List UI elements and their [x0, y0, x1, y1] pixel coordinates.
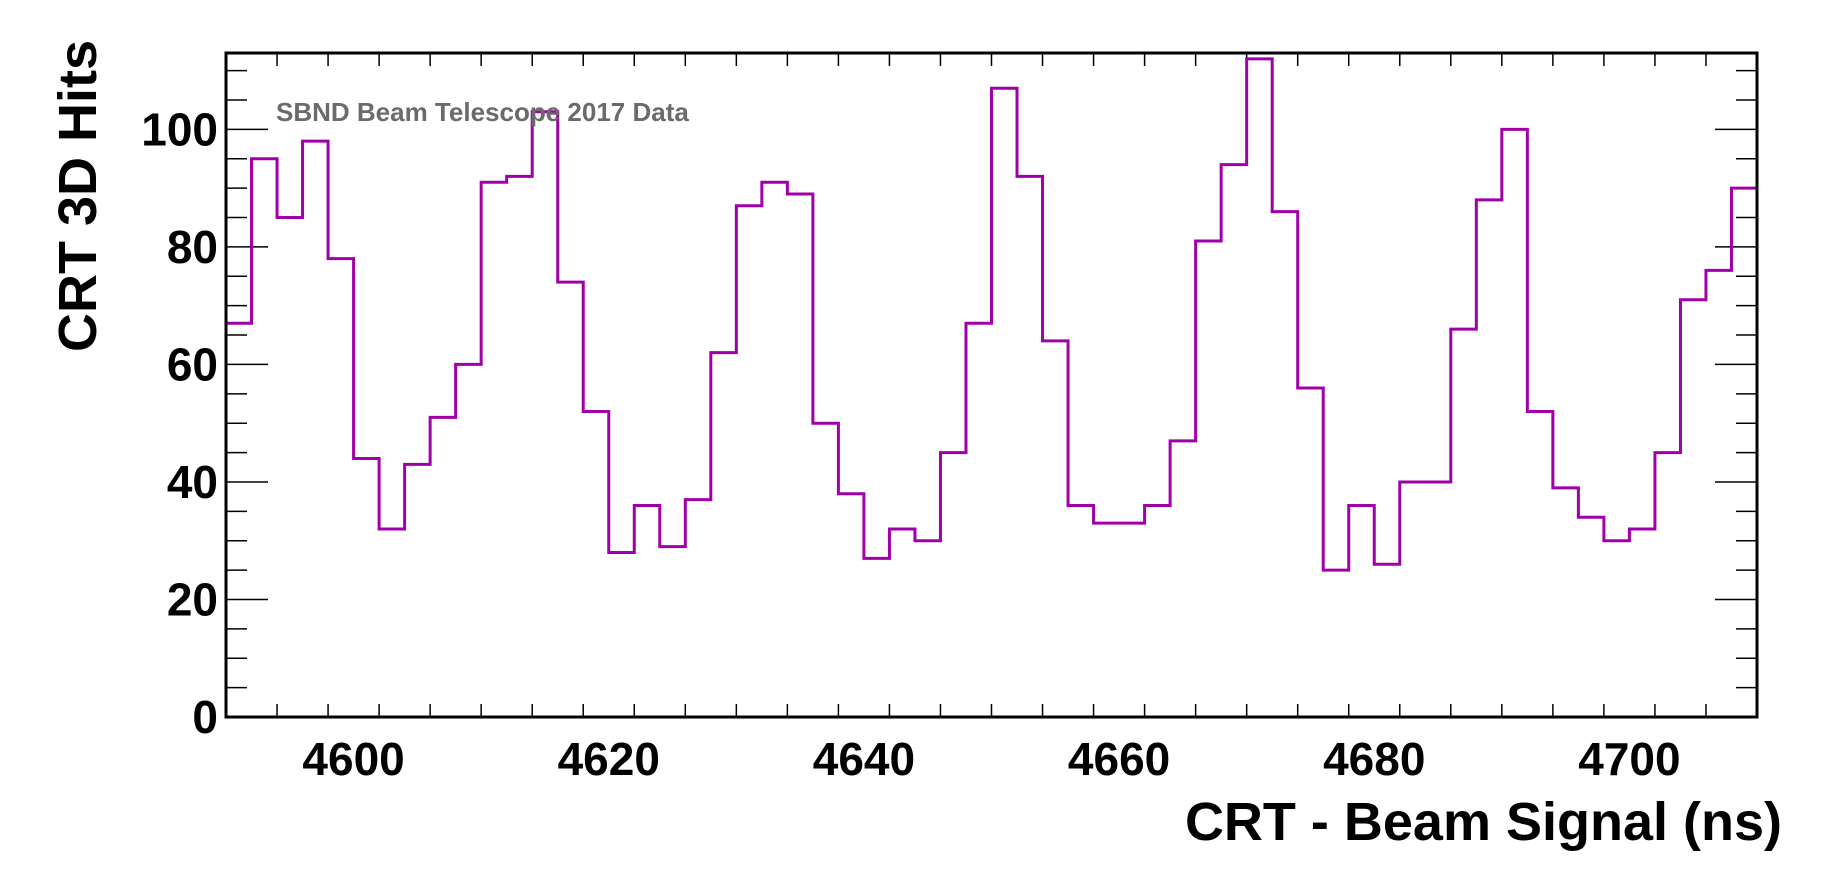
x-tick-label: 4680	[1323, 733, 1425, 785]
y-tick-label: 40	[167, 456, 218, 508]
x-tick-label: 4700	[1578, 733, 1680, 785]
x-tick-label: 4600	[302, 733, 404, 785]
y-tick-label: 0	[192, 691, 218, 743]
x-tick-label: 4640	[813, 733, 915, 785]
x-tick-label: 4620	[558, 733, 660, 785]
y-tick-label: 20	[167, 573, 218, 625]
y-tick-label: 100	[141, 103, 218, 155]
histogram-series-line	[224, 57, 1757, 717]
y-tick-label: 80	[167, 221, 218, 273]
y-tick-label: 60	[167, 338, 218, 390]
x-axis-title: CRT - Beam Signal (ns)	[1185, 792, 1782, 852]
plot-frame	[224, 51, 1759, 719]
y-tick-labels: 0 20 40 60 80 100	[141, 103, 218, 743]
chart-annotation: SBND Beam Telescope 2017 Data	[276, 97, 689, 127]
x-tick-label: 4660	[1068, 733, 1170, 785]
y-axis-title: CRT 3D Hits	[48, 40, 108, 352]
x-tick-labels: 4600 4620 4640 4660 4680 4700	[302, 733, 1680, 785]
